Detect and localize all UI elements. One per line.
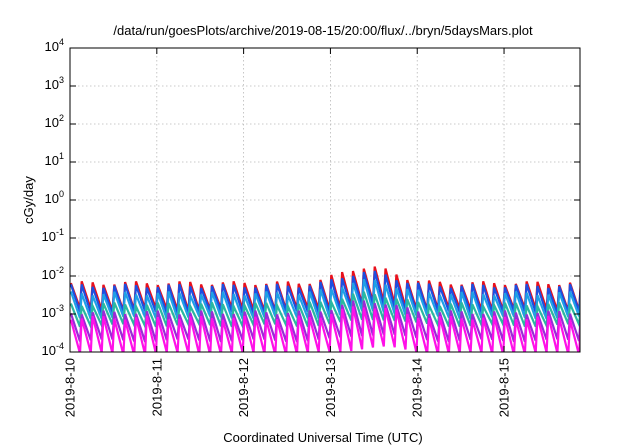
y-axis-label: cGy/day (21, 176, 36, 224)
chart-title: /data/run/goesPlots/archive/2019-08-15/2… (113, 23, 533, 38)
x-tick-label: 2019-8-13 (323, 358, 338, 417)
y-tick-label: 103 (45, 75, 64, 92)
y-tick-label: 10-1 (42, 227, 64, 244)
series-line (70, 306, 580, 352)
y-tick-label: 104 (45, 37, 64, 54)
axis-ticks (69, 47, 580, 353)
series-line (70, 278, 580, 320)
x-tick-label: 2019-8-11 (149, 358, 164, 416)
y-tick-label: 10-4 (42, 341, 64, 358)
series-line (70, 300, 580, 343)
y-tick-label: 100 (45, 189, 64, 206)
x-tick-labels: 2019-8-10 2019-8-11 2019-8-12 2019-8-13 2019… (63, 358, 512, 417)
y-tick-label: 101 (45, 151, 64, 168)
x-tick-label: 2019-8-15 (497, 358, 512, 417)
x-tick-label: 2019-8-12 (236, 358, 251, 417)
x-axis-label: Coordinated Universal Time (UTC) (223, 430, 422, 445)
x-tick-label: 2019-8-14 (410, 358, 425, 417)
series-line (70, 291, 580, 331)
y-tick-labels: 10-4 10-3 10-2 10-1 100 101 102 103 104 (42, 37, 64, 358)
y-tick-label: 10-2 (42, 265, 64, 282)
y-tick-label: 10-3 (42, 303, 64, 320)
series-line (70, 270, 580, 315)
series-lines (70, 266, 580, 352)
y-tick-label: 102 (45, 113, 64, 130)
x-tick-label: 2019-8-10 (63, 358, 78, 417)
